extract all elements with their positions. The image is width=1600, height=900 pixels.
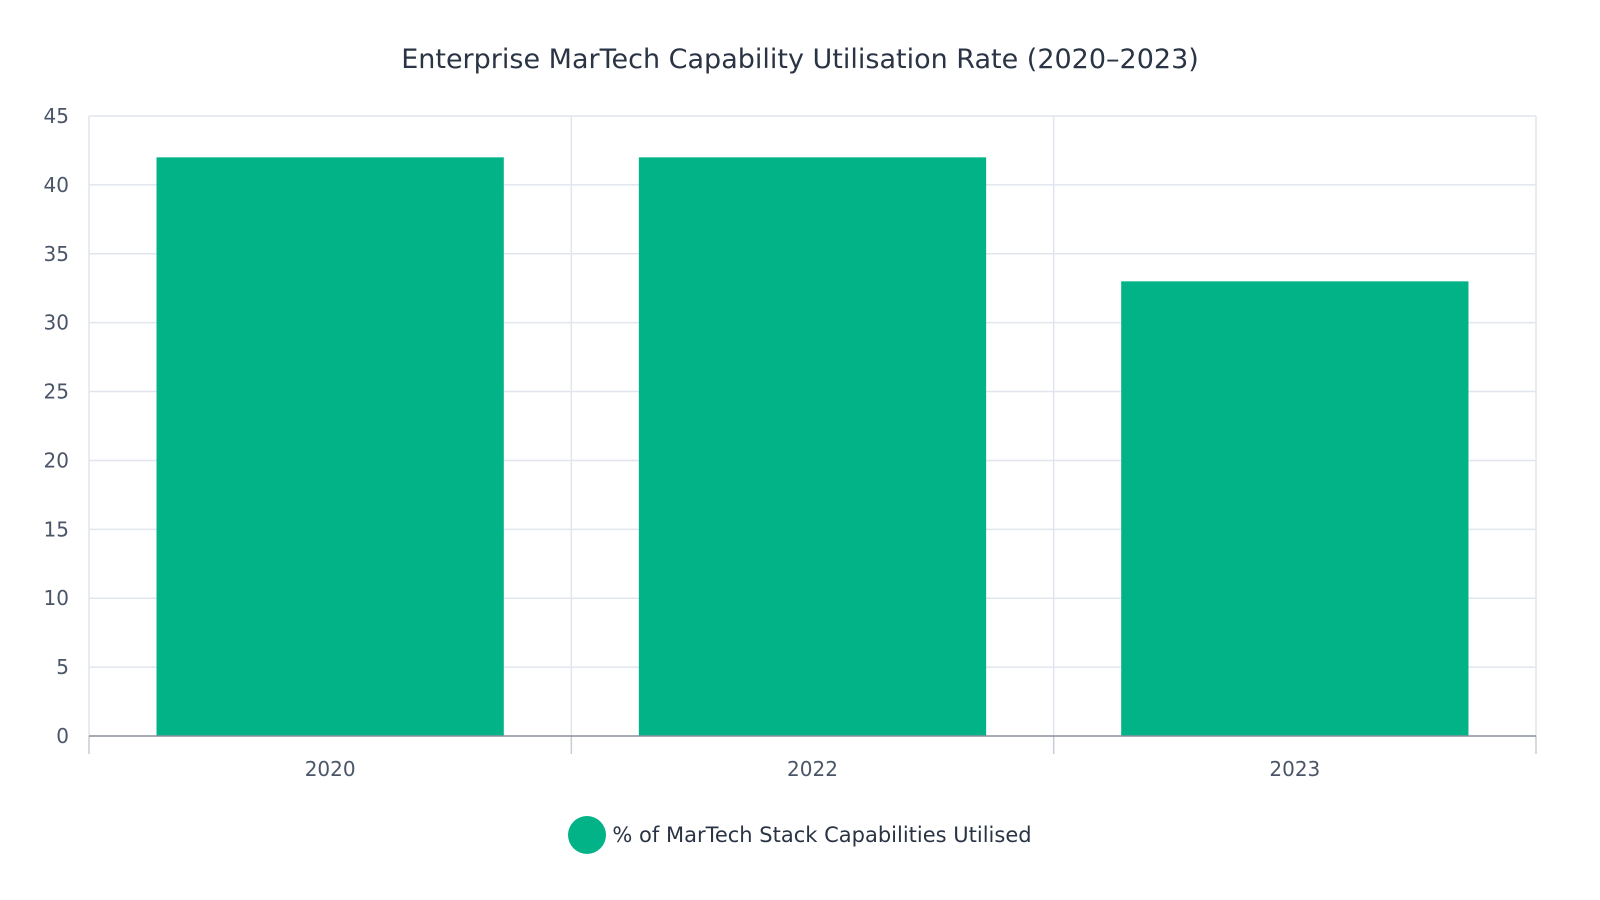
y-tick-label: 5 — [56, 655, 69, 679]
y-tick-label: 40 — [44, 173, 69, 197]
y-tick-label: 35 — [44, 242, 69, 266]
y-tick-label: 0 — [56, 724, 69, 748]
y-tick-label: 25 — [44, 380, 69, 404]
chart-title: Enterprise MarTech Capability Utilisatio… — [401, 44, 1199, 75]
x-tick-label: 2022 — [787, 757, 838, 781]
y-tick-label: 10 — [44, 586, 69, 610]
legend-marker — [568, 816, 607, 854]
bar-2023 — [1121, 281, 1469, 736]
bar-2022 — [638, 157, 987, 737]
x-tick-label: 2023 — [1269, 757, 1320, 781]
y-tick-label: 45 — [44, 104, 69, 128]
x-tick-label: 2020 — [305, 757, 356, 781]
y-tick-label: 20 — [44, 448, 69, 472]
y-tick-label: 30 — [44, 311, 69, 335]
legend[interactable]: % of MarTech Stack Capabilities Utilised — [0, 816, 1600, 854]
y-tick-label: 15 — [44, 517, 69, 541]
legend-label: % of MarTech Stack Capabilities Utilised — [612, 823, 1032, 847]
bar-2020 — [156, 157, 504, 737]
